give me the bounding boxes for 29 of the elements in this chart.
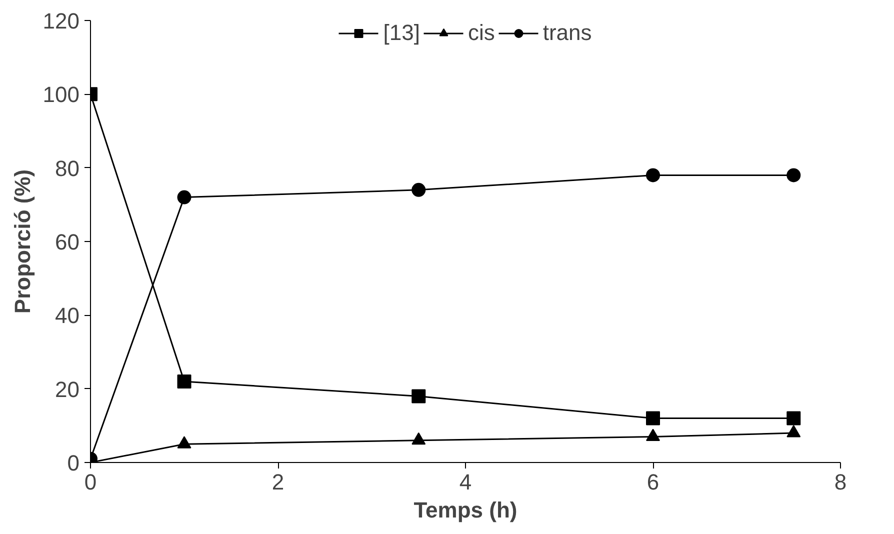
y-tick-label: 120 <box>42 8 80 34</box>
y-tick-label: 40 <box>55 303 80 328</box>
y-tick-label: 80 <box>55 156 80 181</box>
point <box>786 425 801 438</box>
legend-label: trans <box>542 20 592 46</box>
point <box>412 432 426 445</box>
point <box>646 168 660 182</box>
y-tick-label: 100 <box>42 82 80 108</box>
y-tick-label: 60 <box>55 230 80 254</box>
point <box>177 190 192 204</box>
point <box>412 182 426 197</box>
y-tick-label: 20 <box>55 376 80 402</box>
x-tick-label: 8 <box>834 470 847 494</box>
x-tick-label: 2 <box>272 470 284 494</box>
point <box>646 411 660 426</box>
point <box>646 428 660 441</box>
y-tick-label: 0 <box>67 450 80 476</box>
x-tick-label: 4 <box>459 470 472 494</box>
point <box>177 374 192 388</box>
point <box>786 411 801 426</box>
point <box>177 436 192 448</box>
legend-label: cis <box>468 20 495 46</box>
legend-label: [13] <box>383 20 420 46</box>
point <box>786 168 801 182</box>
point <box>412 389 426 404</box>
x-axis-title: Temps (h) <box>414 498 518 522</box>
x-tick-label: 6 <box>646 470 660 494</box>
x-tick-label: 0 <box>84 470 97 494</box>
y-axis-title: Proporció (%) <box>10 169 35 314</box>
